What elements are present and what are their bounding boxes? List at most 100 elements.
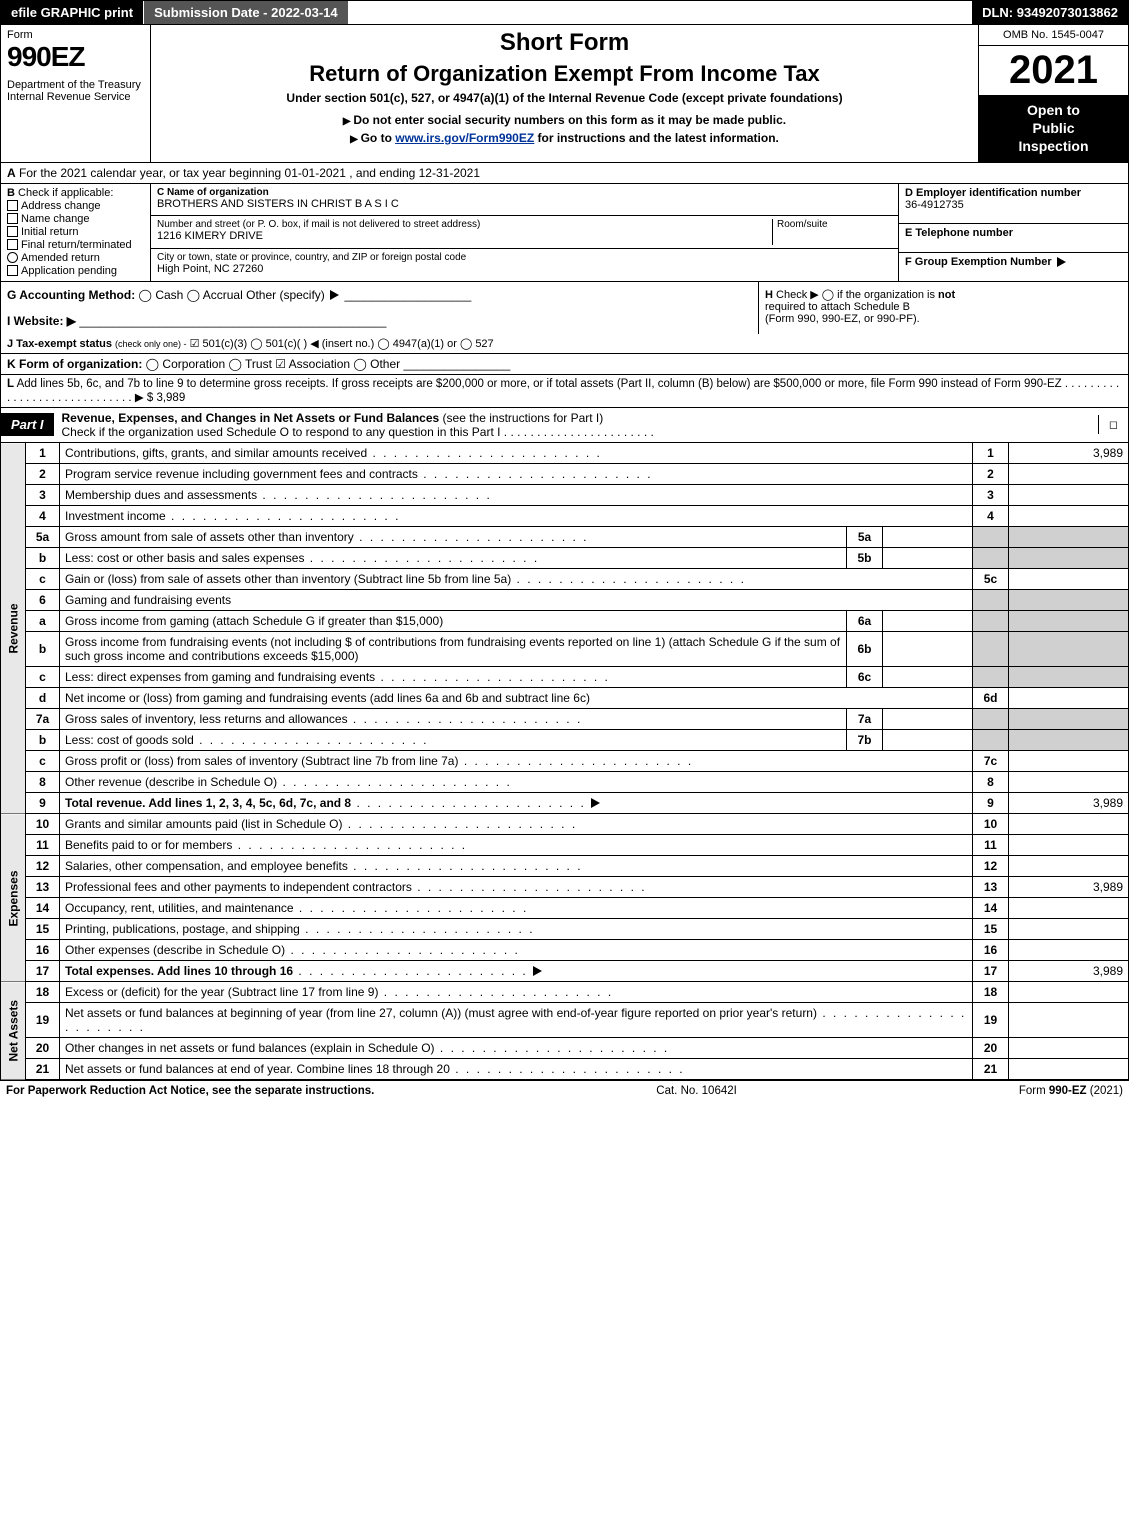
h-schedule-b: H Check ▶ ◯ if the organization is not r… — [758, 282, 1128, 334]
table-row: b Less: cost of goods sold 7b — [1, 729, 1129, 750]
j-tax-exempt: J Tax-exempt status (check only one) - ☑… — [0, 334, 1129, 354]
res-val — [1009, 939, 1129, 960]
dots-icon — [367, 446, 602, 460]
line-num: 12 — [26, 855, 60, 876]
form-number: 990EZ — [7, 41, 144, 73]
desc-text: Less: cost or other basis and sales expe… — [65, 551, 304, 565]
triangle-icon — [1057, 257, 1066, 267]
line-desc: Gross profit or (loss) from sales of inv… — [60, 750, 973, 771]
table-row: c Less: direct expenses from gaming and … — [1, 666, 1129, 687]
no-ssn-warning: Do not enter social security numbers on … — [157, 113, 972, 127]
h-text1: Check ▶ ◯ if the organization is — [776, 289, 938, 301]
res-shade — [1009, 666, 1129, 687]
part1-tag: Part I — [1, 413, 54, 436]
g-label: G Accounting Method: — [7, 288, 135, 302]
res-val — [1009, 505, 1129, 526]
row-a-tax-year: A For the 2021 calendar year, or tax yea… — [0, 163, 1129, 184]
line-desc: Gaming and fundraising events — [60, 589, 973, 610]
topbar-spacer — [349, 1, 972, 24]
res-shade — [973, 589, 1009, 610]
org-street: 1216 KIMERY DRIVE — [157, 230, 772, 242]
desc-text: Professional fees and other payments to … — [65, 880, 412, 894]
cb-label: Final return/terminated — [21, 239, 132, 251]
i-label: I Website: ▶ — [7, 314, 76, 328]
line-num: 3 — [26, 484, 60, 505]
dots-icon — [450, 1062, 685, 1076]
res-num: 14 — [973, 897, 1009, 918]
footer-mid: Cat. No. 10642I — [656, 1085, 737, 1097]
part1-checkbox[interactable]: ◻ — [1098, 415, 1128, 434]
dots-icon — [232, 838, 467, 852]
c-street-label: Number and street (or P. O. box, if mail… — [157, 219, 772, 230]
cb-name-change[interactable]: Name change — [7, 213, 144, 225]
line-desc: Total revenue. Add lines 1, 2, 3, 4, 5c,… — [60, 792, 973, 813]
dots-icon — [257, 488, 492, 502]
res-shade — [1009, 631, 1129, 666]
checkbox-icon — [7, 200, 18, 211]
efile-print-button[interactable]: efile GRAPHIC print — [1, 1, 144, 24]
d-col: D Employer identification number 36-4912… — [898, 184, 1128, 281]
cb-amended-return[interactable]: Amended return — [7, 252, 144, 264]
desc-text: Gross amount from sale of assets other t… — [65, 530, 354, 544]
footer-left-text: For Paperwork Reduction Act Notice, see … — [6, 1085, 374, 1097]
open-line3: Inspection — [983, 137, 1124, 155]
part1-note: (see the instructions for Part I) — [443, 411, 604, 425]
dln: DLN: 93492073013862 — [972, 1, 1128, 24]
sub-val — [883, 708, 973, 729]
sub-num: 6a — [847, 610, 883, 631]
dots-icon — [300, 922, 535, 936]
line-num: 5a — [26, 526, 60, 547]
part1-check-text: Check if the organization used Schedule … — [62, 425, 501, 439]
res-val — [1009, 1058, 1129, 1079]
table-row: 11 Benefits paid to or for members 11 — [1, 834, 1129, 855]
l-amount: ▶ $ 3,989 — [135, 392, 185, 404]
res-shade — [973, 526, 1009, 547]
expenses-table: Expenses 10 Grants and similar amounts p… — [0, 814, 1129, 982]
e-tel-label: E Telephone number — [905, 227, 1122, 239]
topbar: efile GRAPHIC print Submission Date - 20… — [0, 0, 1129, 25]
desc-text: Program service revenue including govern… — [65, 467, 418, 481]
dots-icon — [418, 467, 653, 481]
open-line2: Public — [983, 119, 1124, 137]
res-val — [1009, 484, 1129, 505]
res-num: 19 — [973, 1002, 1009, 1037]
goto-link[interactable]: www.irs.gov/Form990EZ — [395, 131, 534, 145]
radio-icon — [7, 252, 18, 263]
checkbox-icon — [7, 213, 18, 224]
res-num: 1 — [973, 443, 1009, 464]
net-assets-table: Net Assets 18 Excess or (deficit) for th… — [0, 982, 1129, 1080]
dots-icon — [351, 796, 586, 810]
table-row: 3 Membership dues and assessments 3 — [1, 484, 1129, 505]
table-row: 15 Printing, publications, postage, and … — [1, 918, 1129, 939]
footer-right: Form 990-EZ (2021) — [1019, 1085, 1123, 1097]
desc-text: Total revenue. Add lines 1, 2, 3, 4, 5c,… — [65, 796, 351, 810]
res-val: 3,989 — [1009, 792, 1129, 813]
res-val — [1009, 463, 1129, 484]
dept-treasury: Department of the Treasury Internal Reve… — [7, 79, 144, 103]
desc-text: Other changes in net assets or fund bala… — [65, 1041, 435, 1055]
line-desc: Printing, publications, postage, and shi… — [60, 918, 973, 939]
cb-initial-return[interactable]: Initial return — [7, 226, 144, 238]
line-desc: Membership dues and assessments — [60, 484, 973, 505]
dots-icon — [412, 880, 647, 894]
net-side-label: Net Assets — [1, 982, 26, 1080]
res-shade — [973, 666, 1009, 687]
line-desc: Gross sales of inventory, less returns a… — [60, 708, 847, 729]
cb-address-change[interactable]: Address change — [7, 200, 144, 212]
return-title: Return of Organization Exempt From Incom… — [157, 61, 972, 87]
line-num: 13 — [26, 876, 60, 897]
line-num: b — [26, 547, 60, 568]
cb-application-pending[interactable]: Application pending — [7, 265, 144, 277]
cb-final-return[interactable]: Final return/terminated — [7, 239, 144, 251]
footer-left: For Paperwork Reduction Act Notice, see … — [6, 1085, 374, 1097]
line-num: 18 — [26, 982, 60, 1003]
line-desc: Net assets or fund balances at beginning… — [60, 1002, 973, 1037]
header-mid: Short Form Return of Organization Exempt… — [151, 25, 978, 162]
line-num: 19 — [26, 1002, 60, 1037]
c-org-info: C Name of organization BROTHERS AND SIST… — [151, 184, 898, 281]
table-row: d Net income or (loss) from gaming and f… — [1, 687, 1129, 708]
line-desc: Benefits paid to or for members — [60, 834, 973, 855]
open-line1: Open to — [983, 101, 1124, 119]
desc-text: Gain or (loss) from sale of assets other… — [65, 572, 511, 586]
street-block: Number and street (or P. O. box, if mail… — [157, 219, 772, 245]
